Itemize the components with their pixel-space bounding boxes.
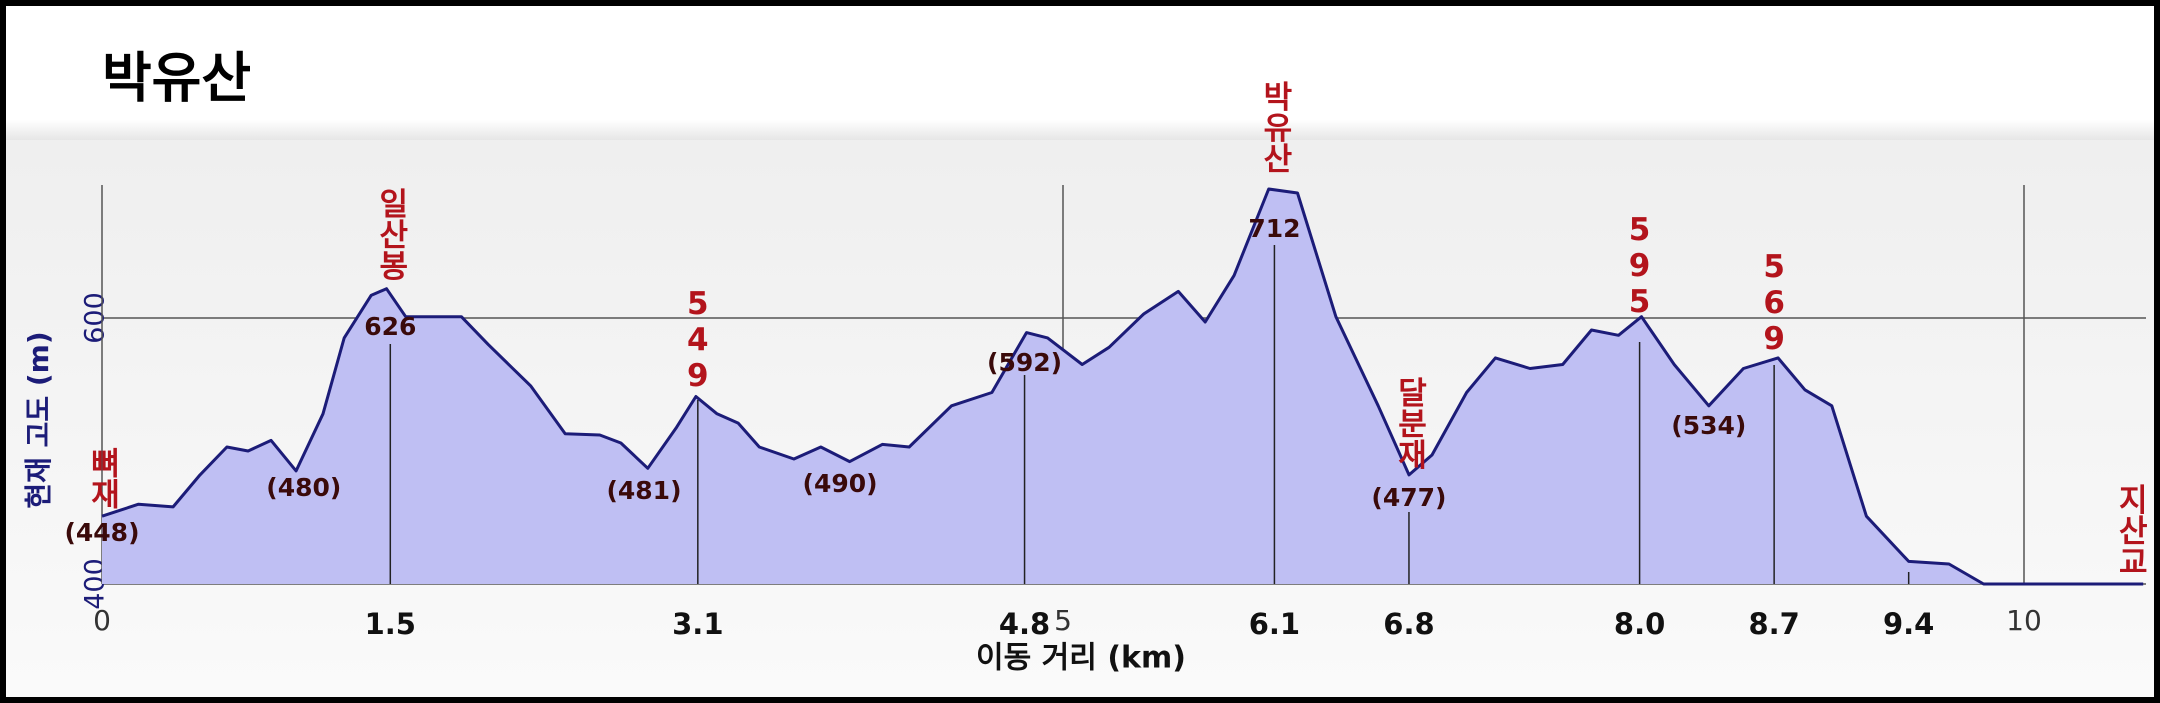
waypoint-name: 549 — [680, 286, 716, 394]
area-fill — [102, 189, 2144, 584]
waypoint-x-label: 6.8 — [1383, 607, 1434, 641]
waypoint-x-label: 9.4 — [1883, 607, 1934, 641]
y-axis-label: 현재 고도 (m) — [22, 331, 55, 508]
waypoint-elevation: (480) — [266, 473, 341, 502]
profile-line — [101, 187, 2144, 586]
x-tick-label: 5 — [1054, 604, 1072, 637]
waypoint-x-label: 8.0 — [1614, 607, 1665, 641]
waypoint-elevation: (448) — [64, 518, 139, 547]
waypoint-name: 569 — [1756, 249, 1792, 357]
waypoint-elevation: (534) — [1671, 411, 1746, 440]
x-tick-label: 0 — [93, 604, 111, 637]
waypoint-x-label: 8.7 — [1748, 607, 1799, 641]
waypoint-elevation: 712 — [1248, 214, 1300, 243]
waypoint-elevation: (481) — [606, 476, 681, 505]
y-tick-label: 600 — [80, 292, 111, 344]
waypoint-name: 지산교 — [2112, 484, 2148, 577]
waypoint-name: 박유산 — [1256, 81, 1292, 174]
waypoint-name: 595 — [1622, 212, 1658, 320]
waypoint-x-label: 6.1 — [1249, 607, 1300, 641]
waypoint-x-label: 1.5 — [365, 607, 416, 641]
waypoint-elevation: (490) — [803, 469, 878, 498]
waypoint-x-label: 4.8 — [999, 607, 1050, 641]
waypoint-name: 뼈재 — [84, 447, 120, 509]
x-tick-label: 10 — [2006, 604, 2042, 637]
waypoint-x-label: 3.1 — [672, 607, 723, 641]
chart-title: 박유산 — [102, 47, 251, 110]
waypoint-elevation: 626 — [364, 312, 416, 341]
waypoint-name: 일산봉 — [372, 188, 408, 281]
header-band — [6, 6, 2154, 140]
waypoint-name: 달분재 — [1391, 377, 1427, 470]
waypoint-elevation: (477) — [1371, 483, 1446, 512]
x-axis-label: 이동 거리 (km) — [976, 641, 1186, 676]
waypoint-elevation: (592) — [987, 348, 1062, 377]
